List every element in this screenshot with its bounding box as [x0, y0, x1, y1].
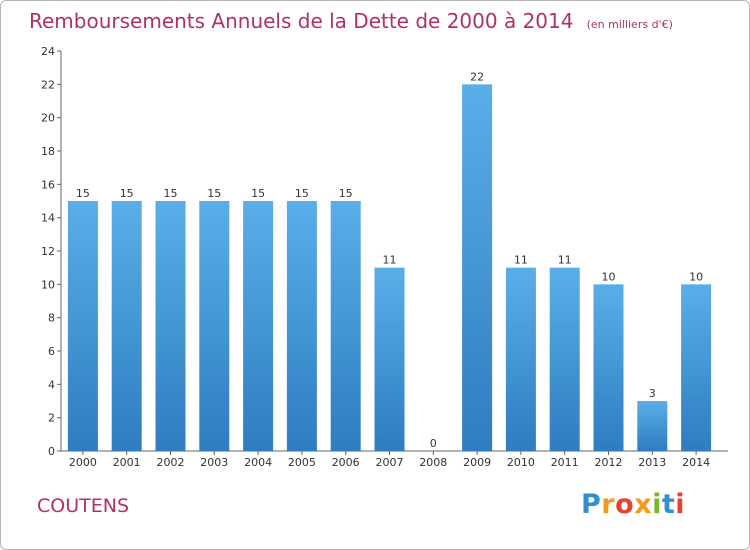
x-tick-label: 2004	[244, 456, 272, 469]
bar-value-label: 15	[339, 187, 353, 200]
y-tick-label: 12	[41, 245, 55, 258]
y-tick-label: 0	[48, 445, 55, 458]
proxiti-logo: Proxiti	[581, 489, 686, 520]
y-tick-label: 18	[41, 145, 55, 158]
bar	[549, 267, 580, 451]
bar-value-label: 15	[164, 187, 178, 200]
y-tick-label: 16	[41, 178, 55, 191]
bar	[462, 84, 493, 451]
bar	[286, 201, 317, 451]
x-tick-label: 2012	[595, 456, 623, 469]
x-tick-label: 2002	[157, 456, 185, 469]
bar-value-label: 15	[120, 187, 134, 200]
x-tick-label: 2009	[463, 456, 491, 469]
bar-value-label: 11	[558, 254, 572, 267]
x-tick-label: 2005	[288, 456, 316, 469]
y-tick-label: 10	[41, 278, 55, 291]
bar	[637, 401, 668, 451]
bar-value-label: 3	[649, 387, 656, 400]
bar	[67, 201, 98, 451]
bar-value-label: 15	[295, 187, 309, 200]
x-tick-label: 2011	[551, 456, 579, 469]
bar	[111, 201, 142, 451]
x-tick-label: 2008	[419, 456, 447, 469]
bar	[243, 201, 274, 451]
y-tick-label: 14	[41, 212, 55, 225]
x-tick-label: 2000	[69, 456, 97, 469]
chart-title: Remboursements Annuels de la Dette de 20…	[29, 9, 574, 33]
bar-value-label: 22	[470, 70, 484, 83]
commune-name: COUTENS	[37, 495, 130, 517]
x-tick-label: 2003	[200, 456, 228, 469]
bar	[199, 201, 230, 451]
bar	[155, 201, 186, 451]
y-tick-label: 6	[48, 345, 55, 358]
x-tick-label: 2010	[507, 456, 535, 469]
chart-title-row: Remboursements Annuels de la Dette de 20…	[29, 9, 673, 33]
y-tick-label: 22	[41, 78, 55, 91]
bar-value-label: 15	[76, 187, 90, 200]
bar	[330, 201, 361, 451]
chart-unit-note: (en milliers d'€)	[586, 18, 673, 31]
bar-value-label: 11	[514, 254, 528, 267]
y-tick-label: 8	[48, 312, 55, 325]
y-tick-label: 2	[48, 412, 55, 425]
bar-value-label: 15	[207, 187, 221, 200]
bar-value-label: 15	[251, 187, 265, 200]
bar	[505, 267, 536, 451]
bar	[681, 284, 712, 451]
bar	[593, 284, 624, 451]
bar-value-label: 11	[383, 254, 397, 267]
x-tick-label: 2006	[332, 456, 360, 469]
x-tick-label: 2001	[113, 456, 141, 469]
x-tick-label: 2007	[376, 456, 404, 469]
y-tick-label: 20	[41, 112, 55, 125]
bar-value-label: 10	[689, 270, 703, 283]
y-tick-label: 4	[48, 378, 55, 391]
x-tick-label: 2014	[682, 456, 710, 469]
bar-value-label: 10	[602, 270, 616, 283]
bar-value-label: 0	[430, 437, 437, 450]
x-tick-label: 2013	[638, 456, 666, 469]
bar	[374, 267, 405, 451]
y-tick-label: 24	[41, 45, 55, 58]
